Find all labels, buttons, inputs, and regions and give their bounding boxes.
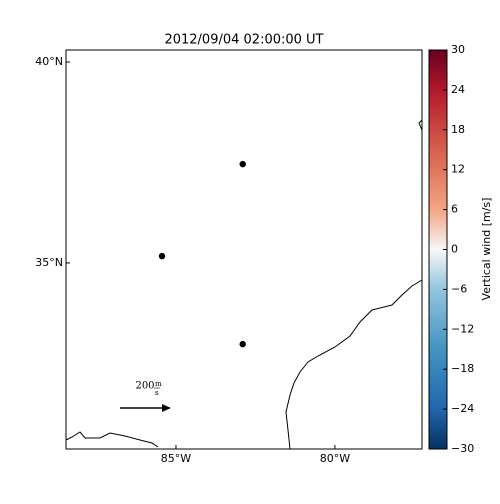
colorbar-tick-label: 6 (451, 203, 458, 216)
colorbar-tick-label: 12 (451, 163, 465, 176)
map-frame (65, 49, 423, 450)
colorbar-tick-label: −12 (451, 322, 474, 335)
x-tick-label: 85°W (161, 452, 191, 465)
colorbar-tick-label: −18 (451, 362, 474, 375)
key-unit-bottom: s (155, 389, 159, 397)
station-point (239, 160, 246, 168)
coastline (65, 118, 423, 450)
colorbar-tick-label: 24 (451, 83, 465, 96)
colorbar-tick-label: 30 (451, 43, 465, 56)
x-tick-label: 80°W (320, 452, 350, 465)
key-arrow-head (162, 404, 171, 412)
coastline (285, 279, 423, 450)
colorbar-tick-label: 0 (451, 243, 458, 256)
chart-title: 2012/09/04 02:00:00 UT (164, 33, 323, 48)
key-value: 200 (135, 381, 154, 392)
station-point (158, 252, 166, 260)
y-tick-label: 35°N (35, 256, 63, 269)
key-unit-top: m (155, 380, 162, 388)
colorbar-tick-label: −6 (451, 282, 467, 295)
y-tick-label: 40°N (35, 55, 63, 68)
colorbar-tick-label: 18 (451, 123, 465, 136)
station-point (239, 340, 246, 348)
colorbar-label: Vertical wind [m/s] (480, 198, 493, 301)
colorbar-tick-label: −30 (451, 442, 474, 455)
colorbar-tick-label: −24 (451, 402, 474, 415)
